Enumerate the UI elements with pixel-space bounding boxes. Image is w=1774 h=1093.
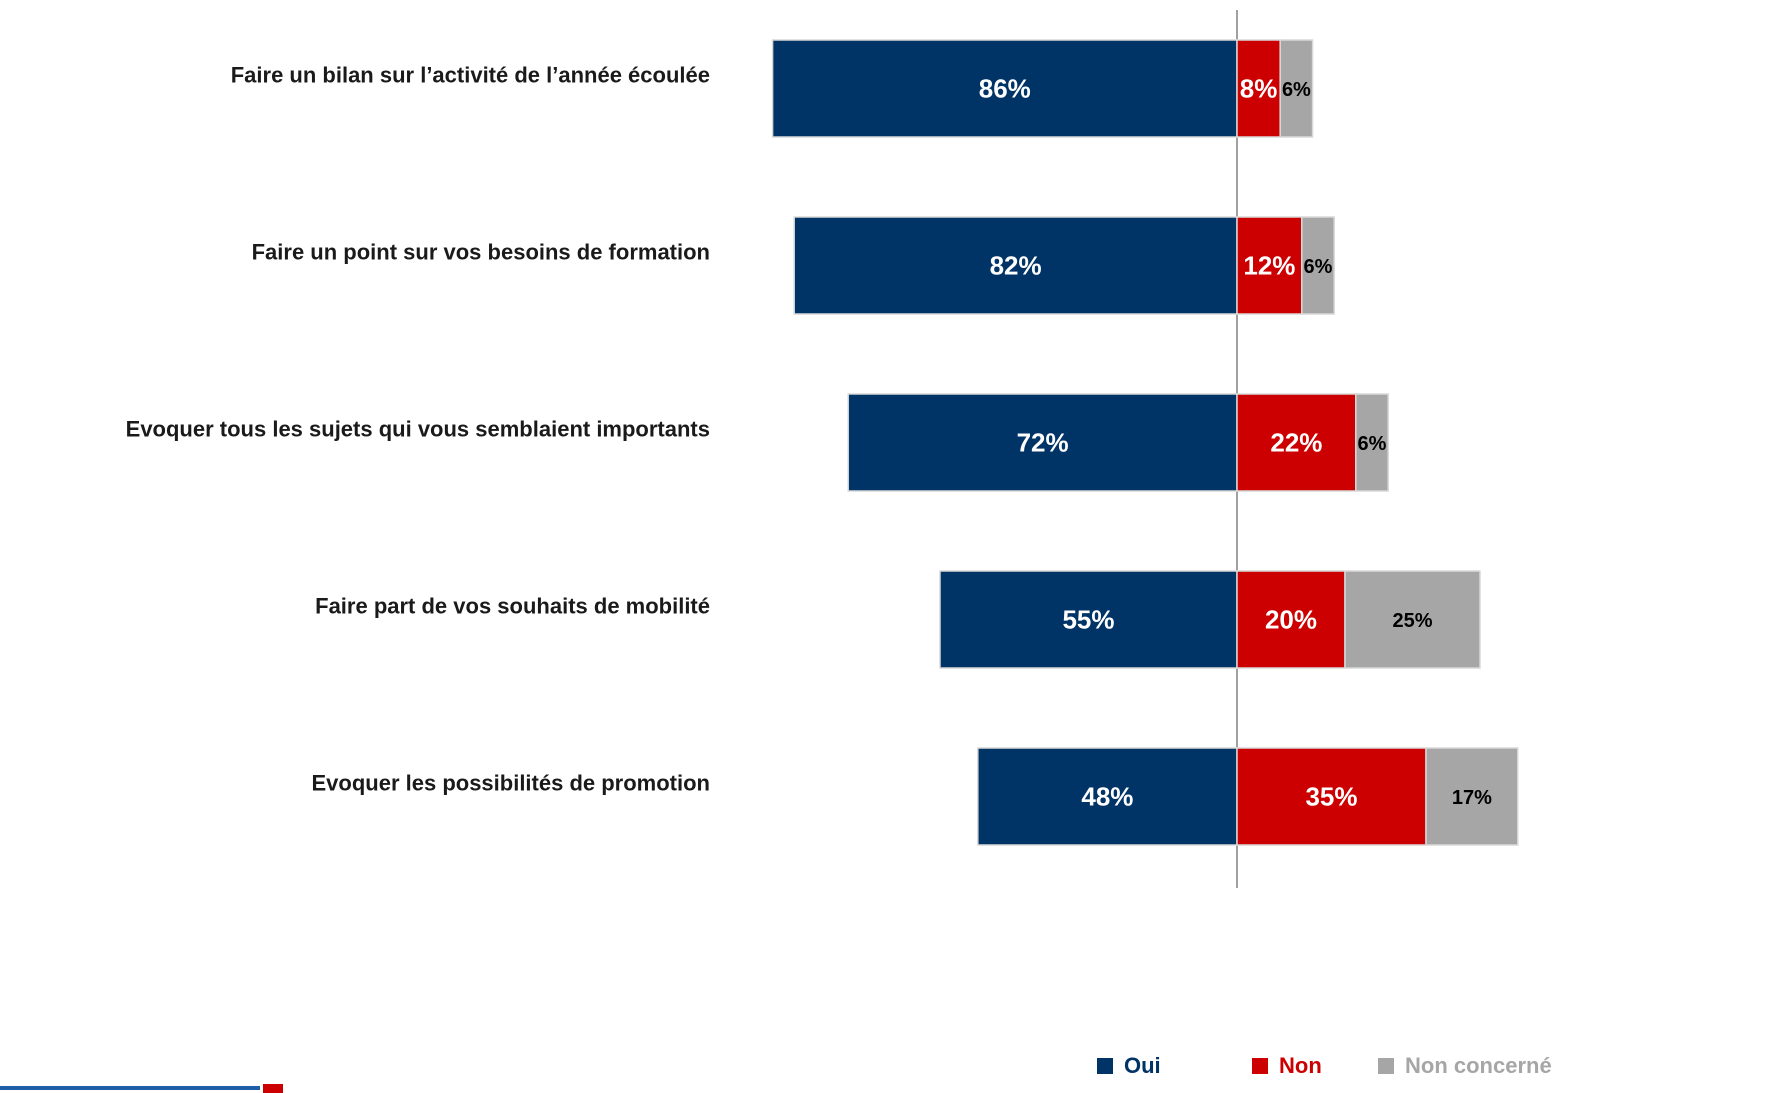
value-label: 20% bbox=[1265, 604, 1317, 634]
legend-label: Non bbox=[1279, 1053, 1322, 1078]
bar-segment bbox=[1425, 747, 1519, 846]
category-label: Faire part de vos souhaits de mobilité bbox=[315, 593, 710, 618]
value-label: 25% bbox=[1392, 610, 1432, 632]
legend-swatch bbox=[1252, 1058, 1268, 1074]
category-label: Evoquer les possibilités de promotion bbox=[311, 770, 710, 795]
value-label: 35% bbox=[1305, 781, 1357, 811]
value-label: 6% bbox=[1358, 433, 1387, 455]
value-label: 6% bbox=[1304, 256, 1333, 278]
value-label: 17% bbox=[1452, 787, 1492, 809]
legend-swatch bbox=[1378, 1058, 1394, 1074]
legend-label: Oui bbox=[1124, 1053, 1161, 1078]
value-label: 82% bbox=[990, 250, 1042, 280]
value-label: 6% bbox=[1282, 79, 1311, 101]
value-label: 12% bbox=[1243, 250, 1295, 280]
bar-segment bbox=[1355, 393, 1389, 492]
bar-segment bbox=[1236, 393, 1357, 492]
bar-segment bbox=[1236, 39, 1281, 138]
category-label: Faire un bilan sur l’activité de l’année… bbox=[231, 62, 710, 87]
category-label: Faire un point sur vos besoins de format… bbox=[252, 239, 710, 264]
bar-segment bbox=[977, 747, 1238, 846]
category-label: Evoquer tous les sujets qui vous semblai… bbox=[126, 416, 710, 441]
footer-line bbox=[0, 1086, 260, 1090]
value-label: 48% bbox=[1081, 781, 1133, 811]
value-label: 55% bbox=[1062, 604, 1114, 634]
bar-segment bbox=[1236, 747, 1427, 846]
footer-mark bbox=[263, 1084, 283, 1093]
bar-segment bbox=[1279, 39, 1314, 138]
bar-segment bbox=[939, 570, 1238, 669]
legend-swatch bbox=[1097, 1058, 1113, 1074]
value-label: 86% bbox=[979, 73, 1031, 103]
value-label: 22% bbox=[1270, 427, 1322, 457]
value-label: 72% bbox=[1017, 427, 1069, 457]
bar-segment bbox=[771, 39, 1238, 138]
bar-segment bbox=[1236, 570, 1346, 669]
legend-label: Non concerné bbox=[1405, 1053, 1552, 1078]
value-label: 8% bbox=[1240, 73, 1278, 103]
bar-segment bbox=[1301, 216, 1335, 315]
bar-segment bbox=[1344, 570, 1481, 669]
